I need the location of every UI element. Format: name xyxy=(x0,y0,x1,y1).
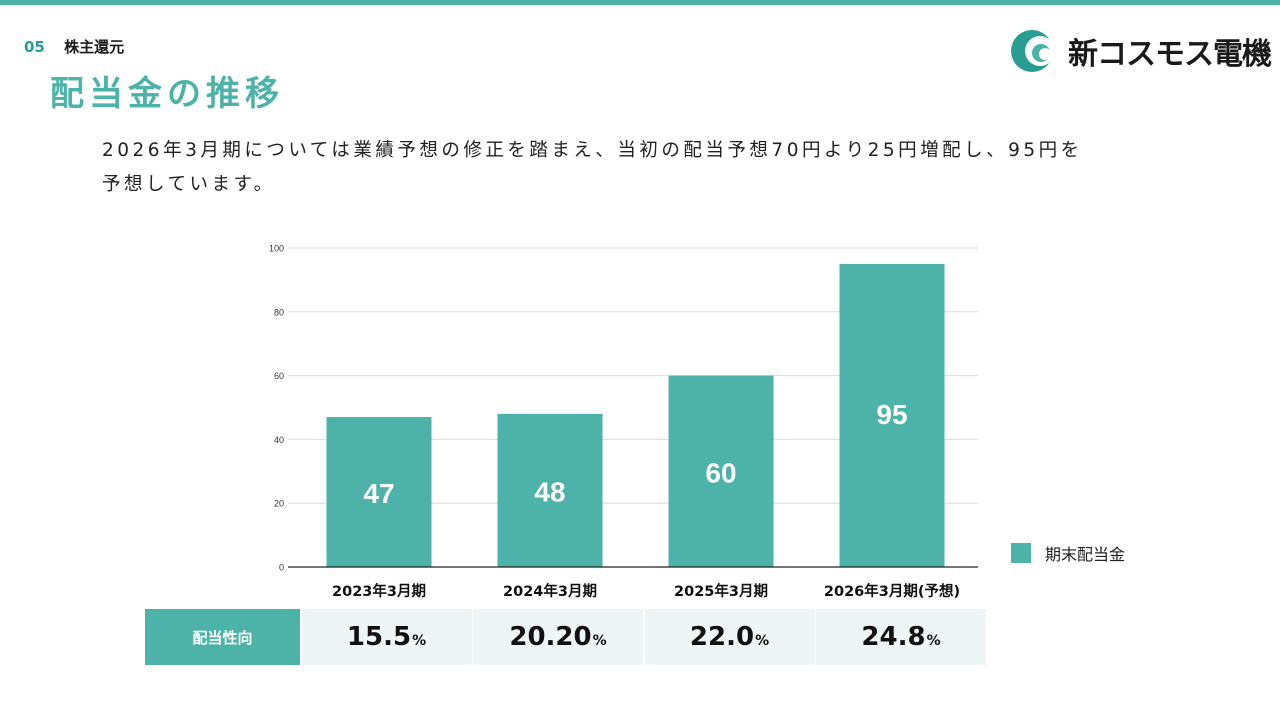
x-category-label: 2025年3月期 xyxy=(674,582,768,600)
payout-ratio-value: 15.5 xyxy=(346,622,412,652)
payout-ratio-table: 配当性向 15.5% 20.20% 22.0% 24.8% xyxy=(145,609,986,665)
payout-ratio-header: 配当性向 xyxy=(145,609,300,665)
bar xyxy=(497,413,603,567)
bar-value-label: 47 xyxy=(363,478,394,509)
bar xyxy=(326,417,432,567)
y-tick-label: 80 xyxy=(274,307,284,317)
top-accent-bar xyxy=(0,0,1280,5)
bar-value-label: 60 xyxy=(705,457,736,488)
section-header: 05 株主還元 xyxy=(24,36,124,57)
lead-line-1: 2026年3月期については業績予想の修正を踏まえ、当初の配当予想70円より25円… xyxy=(102,140,1083,161)
payout-ratio-unit: % xyxy=(755,633,770,649)
legend-swatch xyxy=(1011,543,1031,563)
payout-ratio-value: 20.20 xyxy=(509,622,592,652)
bar xyxy=(839,263,945,567)
bar-value-label: 48 xyxy=(534,476,565,507)
bar-value-label: 95 xyxy=(876,399,907,430)
chart-legend: 期末配当金 xyxy=(1011,541,1125,565)
page-title: 配当金の推移 xyxy=(50,74,284,114)
section-number: 05 xyxy=(24,38,45,56)
x-category-label: 2024年3月期 xyxy=(503,582,597,600)
payout-ratio-value: 24.8 xyxy=(861,622,926,652)
x-category-label: 2026年3月期(予想) xyxy=(824,582,960,600)
y-tick-label: 40 xyxy=(274,435,284,445)
y-tick-label: 60 xyxy=(274,371,284,381)
payout-ratio-cell: 24.8% xyxy=(816,609,986,665)
x-category-label: 2023年3月期 xyxy=(332,582,426,600)
payout-ratio-unit: % xyxy=(412,633,427,649)
payout-ratio-cell: 20.20% xyxy=(473,609,643,665)
lead-line-2: 予想しています。 xyxy=(102,174,276,195)
payout-ratio-unit: % xyxy=(926,633,941,649)
y-tick-label: 20 xyxy=(274,499,284,509)
payout-ratio-cell: 22.0% xyxy=(644,609,815,665)
lead-text: 2026年3月期については業績予想の修正を踏まえ、当初の配当予想70円より25円… xyxy=(102,134,1172,202)
payout-ratio-cell: 15.5% xyxy=(301,609,472,665)
bar xyxy=(668,375,774,567)
payout-ratio-unit: % xyxy=(592,633,607,649)
payout-ratio-value: 22.0 xyxy=(689,622,755,652)
legend-label: 期末配当金 xyxy=(1045,545,1126,564)
section-name: 株主還元 xyxy=(64,38,125,56)
dividend-chart: 0 20 40 60 80 100 47 2023年3月期 48 2024年3月期 60 2025年3… xyxy=(269,244,978,600)
company-logo: 新コスモス電機 xyxy=(1010,26,1272,76)
y-tick-label: 100 xyxy=(269,244,284,254)
y-tick-label: 0 xyxy=(279,563,284,573)
company-name: 新コスモス電機 xyxy=(1068,37,1272,72)
cosmos-logo-icon xyxy=(1011,30,1054,72)
